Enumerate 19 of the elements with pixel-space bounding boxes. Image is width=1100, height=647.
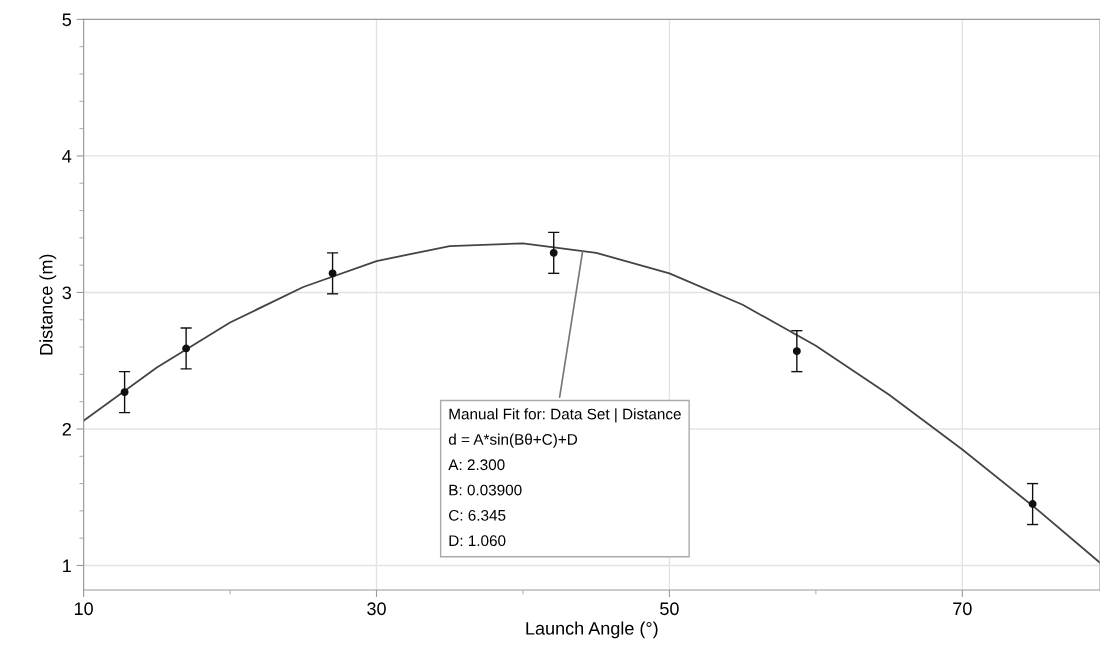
y-tick-label: 1	[63, 559, 71, 573]
point	[549, 248, 558, 257]
point	[120, 388, 129, 397]
y-tick-label: 4	[62, 150, 72, 163]
x-tick-label: 30	[367, 602, 386, 616]
y-tick-label: 5	[62, 13, 72, 27]
y-axis-title: Distance (m)	[39, 254, 57, 355]
point	[1028, 500, 1037, 509]
x-tick-label: 10	[74, 602, 93, 616]
point	[792, 347, 801, 356]
x-tick-label: 70	[953, 602, 972, 616]
line-series	[83, 242, 1100, 564]
point	[182, 344, 191, 353]
point	[328, 269, 337, 278]
y-tick-label: 3	[62, 286, 71, 300]
x-tick-label: 50	[660, 602, 679, 616]
y-tick-label: 2	[62, 422, 71, 436]
x-axis-title: Launch Angle (°)	[526, 621, 658, 639]
annotation: Manual Fit for: Data Set | Distance d = A*sin(Bθ+C)+D A: 2.300 B: 0.03900 C: 6.345 D: 1.060	[448, 408, 681, 547]
